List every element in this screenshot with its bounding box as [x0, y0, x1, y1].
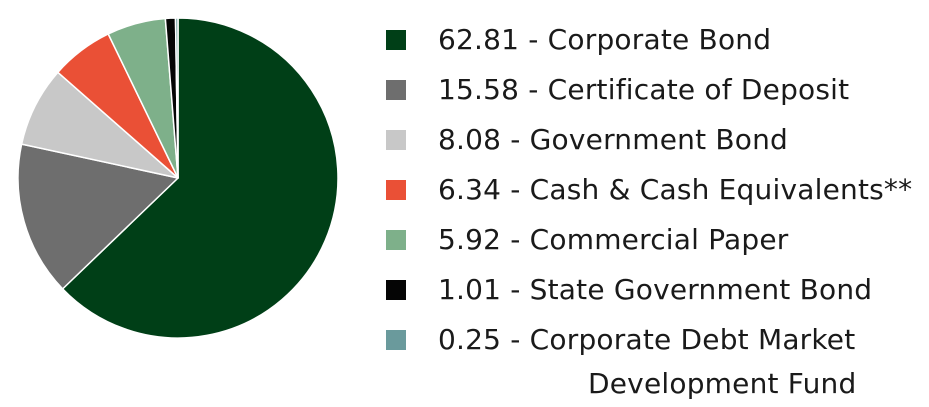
- legend-label-state-government-bond: 1.01 - State Government Bond: [438, 273, 873, 306]
- legend-item-corporate-debt-market-development-fund: 0.25 - Corporate Debt Market Development…: [386, 318, 926, 400]
- legend-swatch-commercial-paper: [386, 230, 406, 250]
- legend-item-commercial-paper: 5.92 - Commercial Paper: [386, 218, 926, 268]
- chart-legend: 62.81 - Corporate Bond 15.58 - Certifica…: [386, 18, 926, 400]
- legend-label-certificate-of-deposit: 15.58 - Certificate of Deposit: [438, 73, 850, 106]
- legend-label-corporate-debt-market-development-fund: 0.25 - Corporate Debt Market Development…: [438, 318, 856, 406]
- legend-item-government-bond: 8.08 - Government Bond: [386, 118, 926, 168]
- legend-label-line-2: Development Fund: [588, 367, 857, 400]
- legend-item-state-government-bond: 1.01 - State Government Bond: [386, 268, 926, 318]
- legend-swatch-government-bond: [386, 130, 406, 150]
- legend-label-corporate-bond: 62.81 - Corporate Bond: [438, 23, 772, 56]
- legend-swatch-cash-equivalents: [386, 180, 406, 200]
- pie-slice-certificate-of-deposit: [17, 143, 179, 290]
- legend-swatch-state-government-bond: [386, 280, 406, 300]
- legend-item-cash-equivalents: 6.34 - Cash & Cash Equivalents**: [386, 168, 926, 218]
- pie-slice-corporate-debt-market-development-fund: [174, 17, 179, 179]
- legend-swatch-corporate-bond: [386, 30, 406, 50]
- legend-swatch-corporate-debt-market-development-fund: [386, 330, 406, 350]
- legend-label-government-bond: 8.08 - Government Bond: [438, 123, 789, 156]
- legend-item-corporate-bond: 62.81 - Corporate Bond: [386, 18, 926, 68]
- legend-swatch-certificate-of-deposit: [386, 80, 406, 100]
- legend-item-certificate-of-deposit: 15.58 - Certificate of Deposit: [386, 68, 926, 118]
- legend-label-commercial-paper: 5.92 - Commercial Paper: [438, 223, 789, 256]
- legend-label-line-1: 0.25 - Corporate Debt Market: [438, 323, 856, 356]
- legend-label-cash-equivalents: 6.34 - Cash & Cash Equivalents**: [438, 173, 913, 206]
- pie-chart-svg: [17, 17, 339, 339]
- pie-slice-corporate-bond: [61, 17, 339, 339]
